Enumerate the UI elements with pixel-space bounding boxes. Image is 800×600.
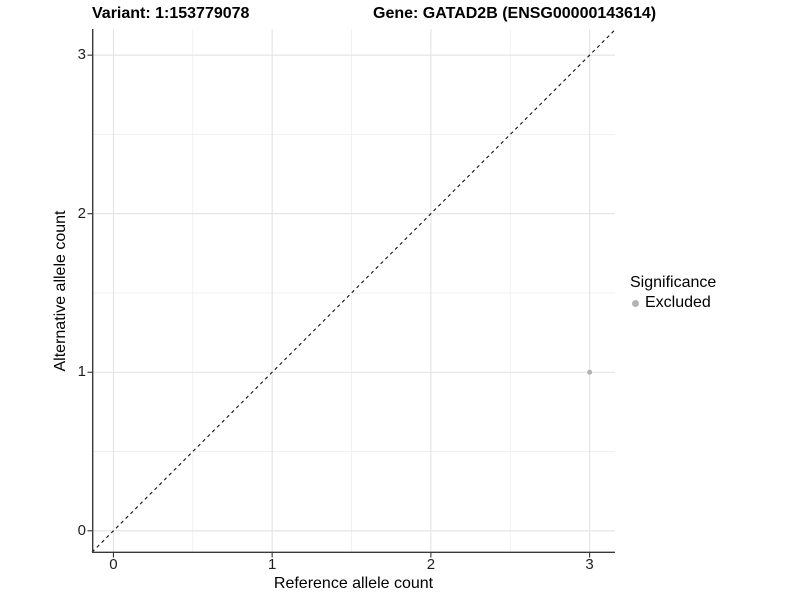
y-tick-label: 3: [77, 46, 86, 64]
legend-item-label: Excluded: [645, 294, 711, 311]
plot-panel: [87, 29, 616, 558]
legend: Significance Excluded: [630, 274, 716, 312]
x-tick-label: 3: [585, 556, 594, 573]
y-axis-title: Alternative allele count: [52, 210, 69, 372]
plot-svg: [87, 29, 616, 558]
x-axis-title: Reference allele count: [273, 575, 434, 592]
excluded-point-icon: [632, 299, 639, 307]
y-tick-label: 2: [77, 204, 86, 222]
y-tick-label: 1: [77, 363, 86, 381]
identity-dashed-line: [91, 29, 616, 553]
x-tick-label: 2: [426, 556, 436, 573]
legend-item: Excluded: [630, 294, 716, 312]
data-point: [587, 369, 593, 375]
plot-title-variant: Variant: 1:153779078: [92, 5, 250, 22]
x-tick-label: 0: [109, 556, 118, 573]
plot-title-gene: Gene: GATAD2B (ENSG00000143614): [373, 5, 657, 22]
legend-title: Significance: [630, 274, 717, 291]
x-tick-label: 1: [267, 556, 277, 573]
y-tick-label: 0: [77, 521, 86, 539]
